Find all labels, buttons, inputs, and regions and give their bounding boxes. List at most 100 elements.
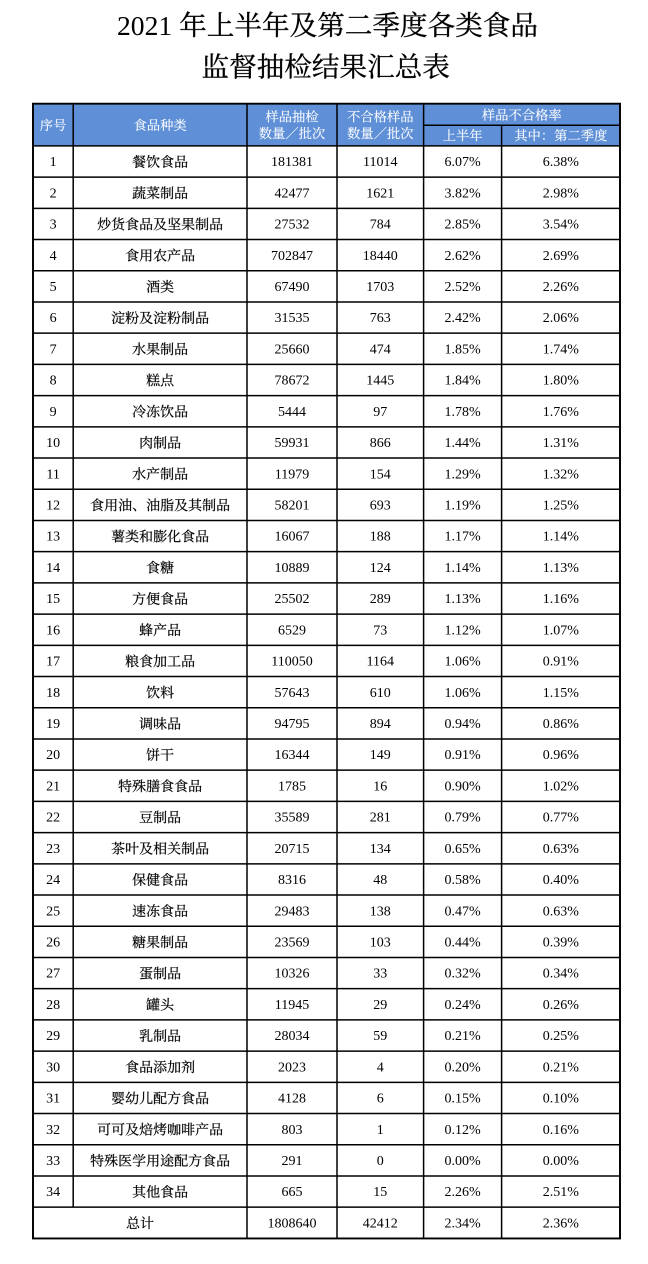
svg-text:10326: 10326 — [275, 967, 310, 982]
svg-text:94795: 94795 — [275, 717, 310, 732]
svg-text:29: 29 — [46, 1029, 60, 1044]
svg-text:15: 15 — [373, 1185, 387, 1200]
svg-text:19: 19 — [46, 717, 60, 732]
svg-text:18: 18 — [46, 686, 60, 701]
svg-text:3.54%: 3.54% — [543, 218, 580, 233]
svg-text:0.79%: 0.79% — [445, 811, 482, 826]
svg-text:866: 866 — [370, 436, 391, 451]
svg-text:16: 16 — [373, 779, 387, 794]
svg-text:4: 4 — [377, 1060, 384, 1075]
svg-text:1.17%: 1.17% — [445, 530, 482, 545]
svg-text:26: 26 — [46, 935, 60, 950]
svg-text:1.13%: 1.13% — [543, 561, 580, 576]
svg-text:0.21%: 0.21% — [445, 1029, 482, 1044]
svg-text:2.06%: 2.06% — [543, 311, 580, 326]
svg-text:2.42%: 2.42% — [445, 311, 482, 326]
svg-text:0.15%: 0.15% — [445, 1092, 482, 1107]
svg-text:16344: 16344 — [275, 748, 310, 763]
svg-text:693: 693 — [370, 499, 391, 514]
svg-text:2.51%: 2.51% — [543, 1185, 580, 1200]
svg-text:291: 291 — [282, 1154, 303, 1169]
svg-text:11: 11 — [46, 467, 59, 482]
svg-text:1164: 1164 — [367, 655, 394, 670]
svg-text:10: 10 — [46, 436, 60, 451]
svg-text:2.36%: 2.36% — [543, 1216, 580, 1231]
svg-text:10889: 10889 — [275, 561, 310, 576]
svg-text:281: 281 — [370, 811, 391, 826]
svg-text:0.94%: 0.94% — [445, 717, 482, 732]
svg-text:610: 610 — [370, 686, 391, 701]
svg-text:1: 1 — [377, 1123, 384, 1138]
svg-text:20: 20 — [46, 748, 60, 763]
svg-text:124: 124 — [370, 561, 391, 576]
svg-text:181381: 181381 — [271, 155, 313, 170]
svg-text:0.20%: 0.20% — [445, 1060, 482, 1075]
svg-text:23569: 23569 — [275, 935, 310, 950]
svg-text:1.80%: 1.80% — [543, 374, 580, 389]
svg-text:2.52%: 2.52% — [445, 280, 482, 295]
svg-text:11014: 11014 — [363, 155, 397, 170]
svg-text:0.21%: 0.21% — [543, 1060, 580, 1075]
svg-text:33: 33 — [373, 967, 387, 982]
svg-text:2.26%: 2.26% — [445, 1185, 482, 1200]
svg-text:73: 73 — [373, 623, 387, 638]
svg-text:0.40%: 0.40% — [543, 873, 580, 888]
svg-text:14: 14 — [46, 561, 60, 576]
svg-text:16067: 16067 — [275, 530, 310, 545]
svg-text:1.06%: 1.06% — [445, 686, 482, 701]
svg-text:12: 12 — [46, 499, 60, 514]
svg-text:8316: 8316 — [278, 873, 306, 888]
svg-text:1.16%: 1.16% — [543, 592, 580, 607]
svg-text:7: 7 — [50, 342, 57, 357]
svg-text:31535: 31535 — [275, 311, 310, 326]
svg-text:25502: 25502 — [275, 592, 310, 607]
svg-text:17: 17 — [46, 655, 60, 670]
svg-text:23: 23 — [46, 842, 60, 857]
svg-text:67490: 67490 — [275, 280, 310, 295]
svg-text:0.39%: 0.39% — [543, 935, 580, 950]
svg-text:27: 27 — [46, 967, 60, 982]
svg-text:1.29%: 1.29% — [445, 467, 482, 482]
svg-text:0.63%: 0.63% — [543, 842, 580, 857]
svg-text:1808640: 1808640 — [268, 1216, 317, 1231]
svg-text:1445: 1445 — [366, 374, 394, 389]
svg-text:0.63%: 0.63% — [543, 904, 580, 919]
svg-text:2.34%: 2.34% — [445, 1216, 482, 1231]
svg-text:0.96%: 0.96% — [543, 748, 580, 763]
svg-text:110050: 110050 — [271, 655, 312, 670]
svg-text:0: 0 — [377, 1154, 384, 1169]
svg-text:894: 894 — [370, 717, 391, 732]
svg-text:18440: 18440 — [363, 249, 398, 264]
svg-text:1.31%: 1.31% — [543, 436, 580, 451]
svg-text:6.07%: 6.07% — [445, 155, 482, 170]
svg-text:2.85%: 2.85% — [445, 218, 482, 233]
svg-text:1.14%: 1.14% — [543, 530, 580, 545]
svg-text:149: 149 — [370, 748, 391, 763]
svg-text:16: 16 — [46, 623, 60, 638]
svg-text:3.82%: 3.82% — [445, 186, 482, 201]
svg-text:0.34%: 0.34% — [543, 967, 580, 982]
svg-text:48: 48 — [373, 873, 387, 888]
svg-text:11945: 11945 — [275, 998, 309, 1013]
svg-text:59931: 59931 — [275, 436, 310, 451]
svg-text:0.90%: 0.90% — [445, 779, 482, 794]
svg-text:1.44%: 1.44% — [445, 436, 482, 451]
svg-text:1.14%: 1.14% — [445, 561, 482, 576]
svg-text:0.16%: 0.16% — [543, 1123, 580, 1138]
svg-text:1.74%: 1.74% — [543, 342, 580, 357]
svg-text:103: 103 — [370, 935, 391, 950]
svg-text:1.85%: 1.85% — [445, 342, 482, 357]
svg-text:138: 138 — [370, 904, 391, 919]
svg-text:803: 803 — [282, 1123, 303, 1138]
svg-text:1703: 1703 — [366, 280, 394, 295]
svg-text:31: 31 — [46, 1092, 60, 1107]
svg-text:1.06%: 1.06% — [445, 655, 482, 670]
svg-text:188: 188 — [370, 530, 391, 545]
svg-text:1.07%: 1.07% — [543, 623, 580, 638]
svg-text:58201: 58201 — [275, 499, 310, 514]
svg-text:33: 33 — [46, 1154, 60, 1169]
svg-text:59: 59 — [373, 1029, 387, 1044]
svg-text:34: 34 — [46, 1185, 60, 1200]
svg-text:25: 25 — [46, 904, 60, 919]
svg-text:0.00%: 0.00% — [543, 1154, 580, 1169]
